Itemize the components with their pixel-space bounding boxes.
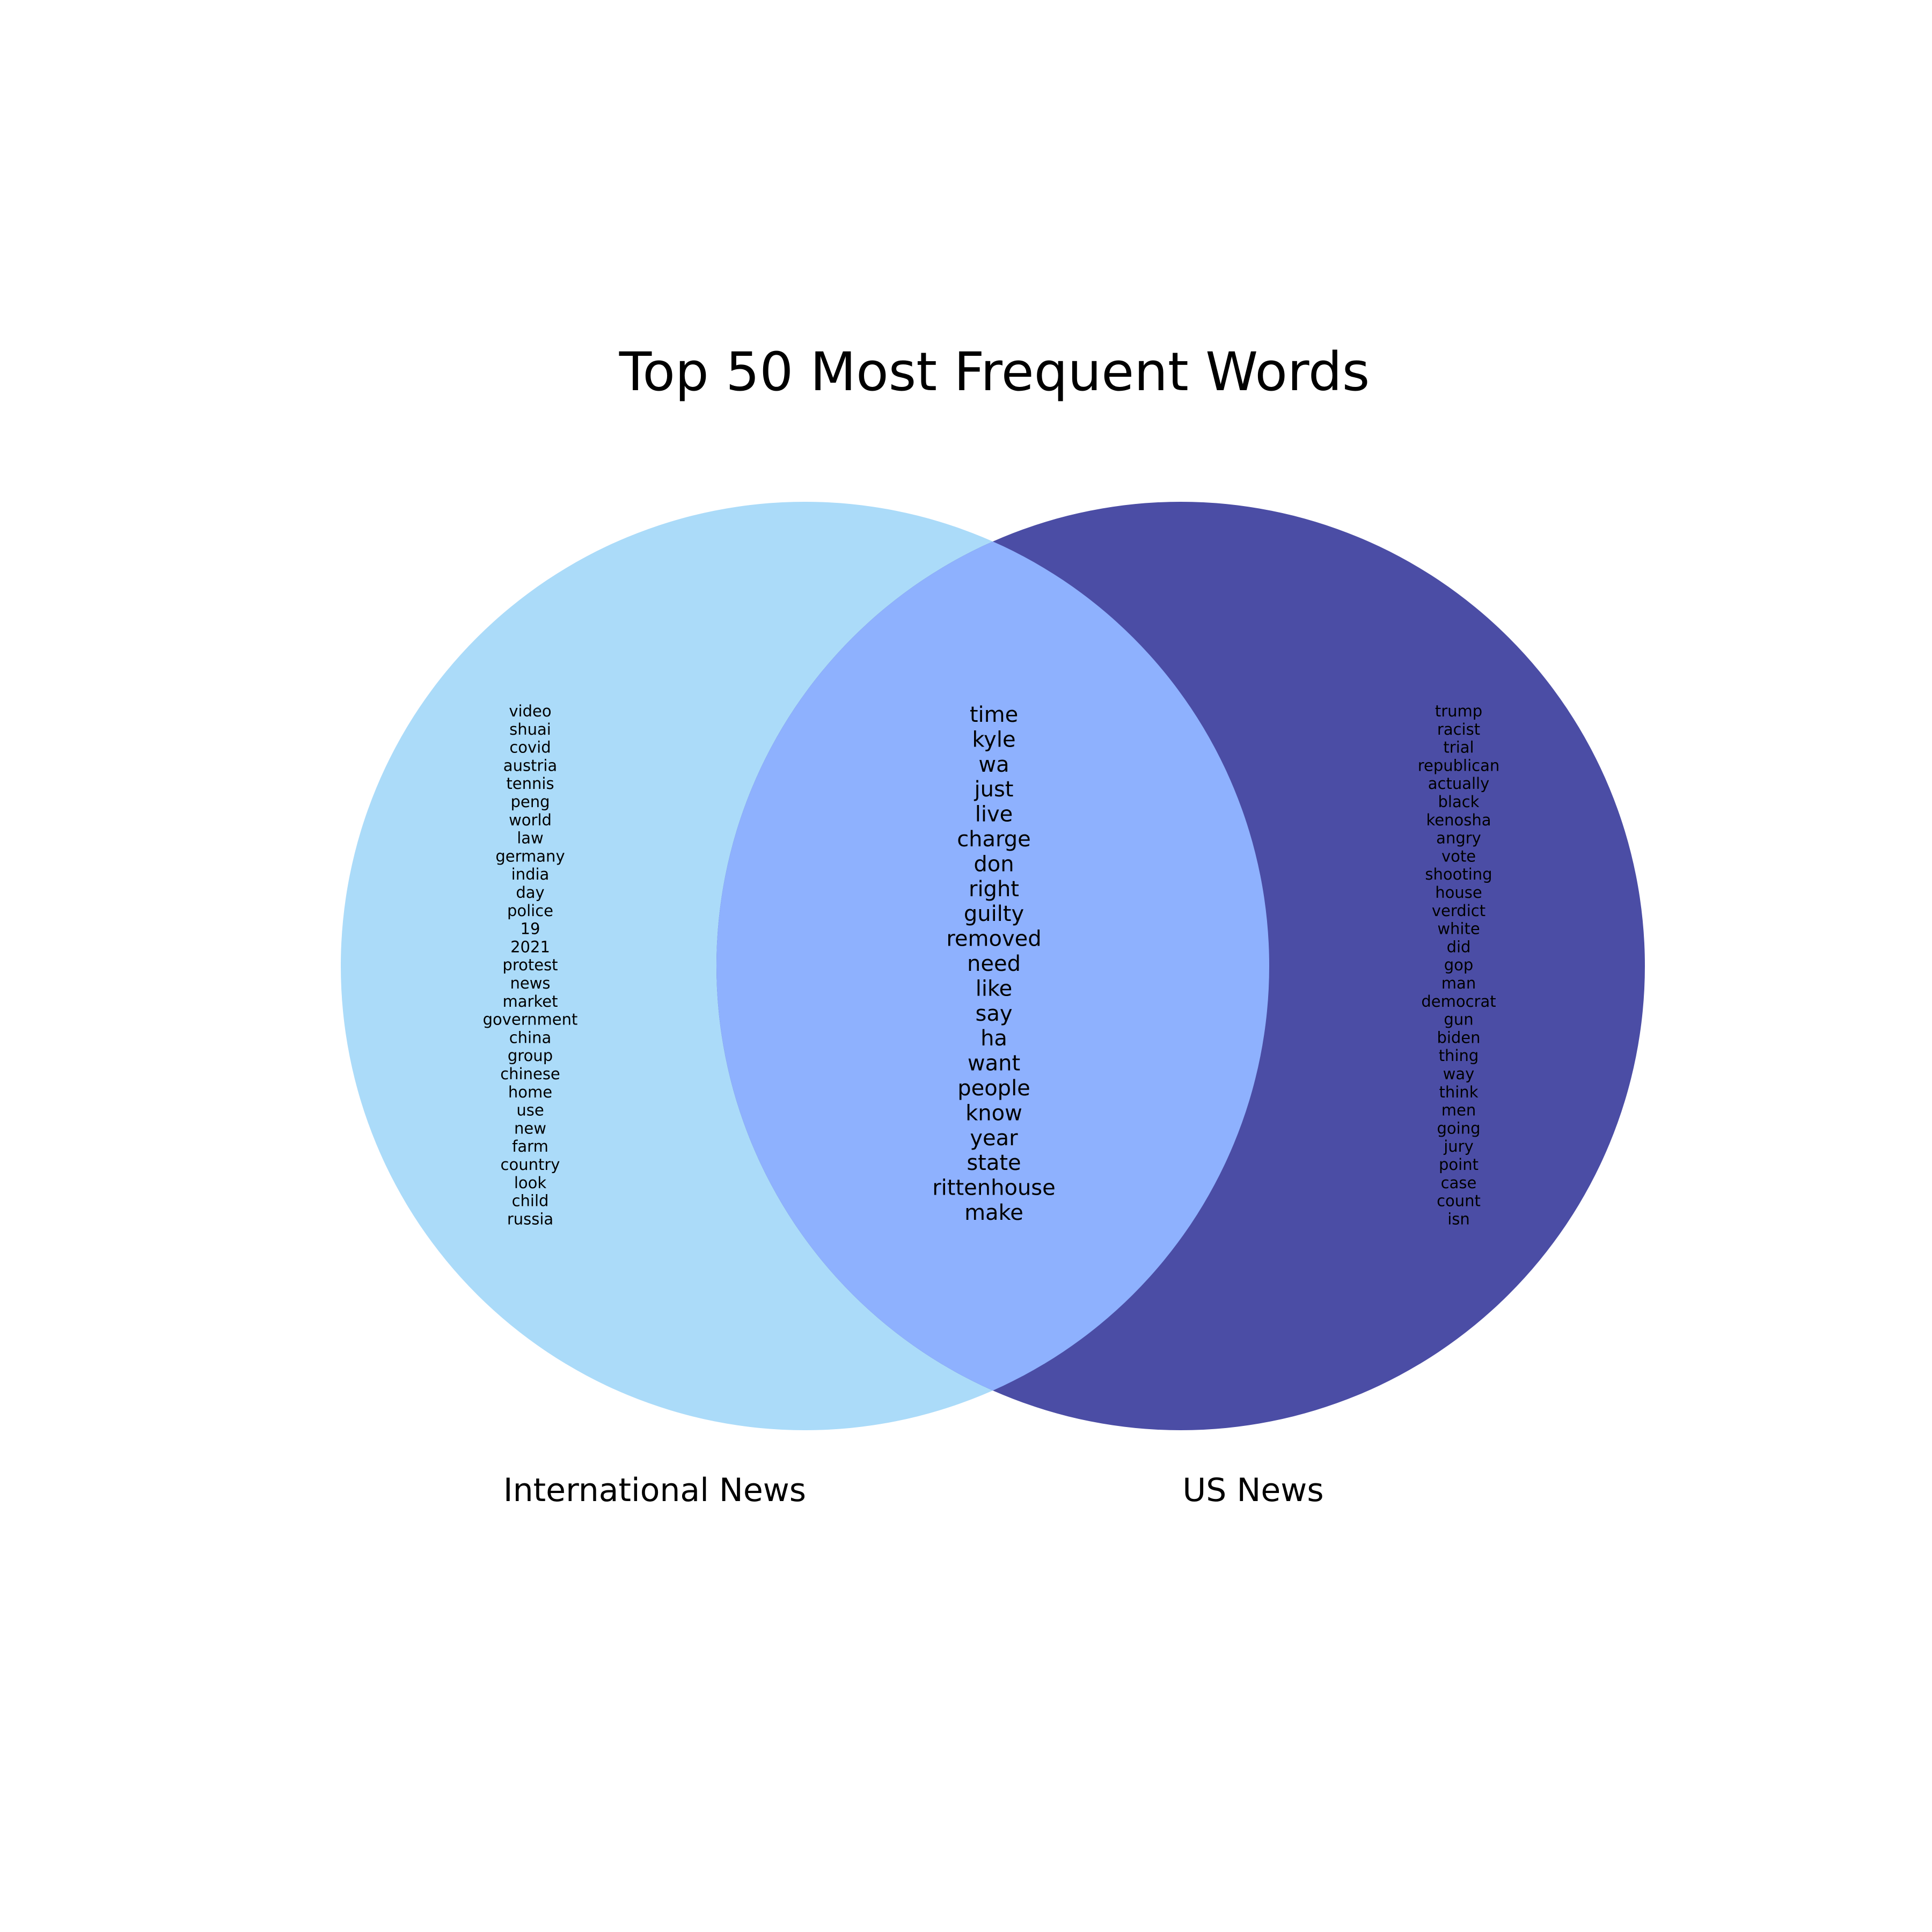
shared-word: people (957, 1076, 1030, 1101)
international-news-label: International News (503, 1472, 806, 1509)
us-word: isn (1447, 1210, 1470, 1228)
international-word: news (510, 974, 550, 992)
shared-word: just (974, 777, 1014, 802)
us-word: black (1438, 793, 1480, 811)
international-word: india (511, 865, 550, 883)
us-word: jury (1443, 1137, 1474, 1155)
international-word: 19 (521, 920, 540, 938)
international-word: country (501, 1155, 560, 1174)
international-word: covid (509, 738, 551, 757)
international-word: market (503, 992, 558, 1011)
us-word: point (1439, 1155, 1479, 1174)
us-word: actually (1428, 774, 1490, 793)
us-word: case (1441, 1174, 1477, 1192)
shared-word: make (964, 1201, 1023, 1225)
shared-word: year (970, 1126, 1018, 1151)
international-word: government (483, 1011, 578, 1029)
international-word: austria (503, 756, 557, 774)
shared-word: state (967, 1151, 1021, 1175)
shared-word: charge (957, 827, 1031, 852)
shared-word: rittenhouse (932, 1176, 1056, 1201)
us-word: trial (1443, 738, 1474, 757)
international-word: world (509, 811, 552, 829)
shared-word: removed (946, 927, 1041, 952)
shared-word: ha (980, 1026, 1007, 1051)
international-only-word-list: videoshuaicovidaustriatennispengworldlaw… (483, 702, 578, 1228)
us-word: shooting (1425, 865, 1492, 883)
shared-word-list: timekylewajustlivechargedonrightguiltyre… (932, 702, 1056, 1225)
us-word: vote (1441, 847, 1476, 865)
us-word: gun (1444, 1011, 1473, 1029)
us-word: way (1443, 1065, 1475, 1083)
us-word: republican (1418, 756, 1500, 774)
shared-word: don (974, 852, 1014, 876)
shared-word: say (975, 1001, 1012, 1026)
international-word: peng (510, 793, 550, 811)
shared-word: time (970, 702, 1018, 727)
international-word: new (514, 1119, 546, 1137)
international-word: use (516, 1101, 544, 1119)
us-word: white (1437, 920, 1480, 938)
shared-word: need (967, 952, 1021, 976)
international-word: protest (502, 956, 558, 974)
shared-word: like (976, 976, 1013, 1001)
international-word: law (517, 829, 544, 847)
us-word: men (1441, 1101, 1476, 1119)
us-word: think (1439, 1083, 1479, 1101)
international-word: home (508, 1083, 552, 1101)
international-word: tennis (506, 774, 554, 793)
international-word: russia (507, 1210, 553, 1228)
international-word: look (514, 1174, 547, 1192)
us-word: racist (1437, 720, 1480, 738)
us-word: trump (1435, 702, 1482, 720)
international-word: chinese (500, 1065, 560, 1083)
us-word: house (1435, 883, 1482, 902)
international-word: child (512, 1192, 549, 1210)
international-word: police (507, 902, 553, 920)
us-word: thing (1439, 1046, 1479, 1065)
overlap-region (716, 502, 1269, 1430)
shared-word: right (969, 877, 1019, 902)
shared-word: live (975, 802, 1013, 827)
international-word: germany (495, 847, 565, 865)
us-only-word-list: trumpracisttrialrepublicanactuallyblackk… (1418, 702, 1500, 1228)
us-word: count (1437, 1192, 1481, 1210)
international-word: group (508, 1046, 553, 1065)
us-word: verdict (1432, 902, 1485, 920)
international-word: day (516, 883, 544, 902)
us-word: kenosha (1426, 811, 1491, 829)
us-word: biden (1437, 1028, 1480, 1046)
shared-word: wa (978, 752, 1009, 777)
international-word: farm (512, 1137, 548, 1155)
us-word: going (1437, 1119, 1481, 1137)
shared-word: know (965, 1101, 1022, 1125)
chart-title: Top 50 Most Frequent Words (619, 341, 1370, 403)
us-word: man (1441, 974, 1476, 992)
us-news-label: US News (1182, 1472, 1323, 1509)
us-word: angry (1436, 829, 1481, 847)
us-word: democrat (1421, 992, 1496, 1011)
shared-word: kyle (972, 727, 1015, 752)
shared-word: guilty (964, 902, 1024, 926)
international-word: china (509, 1028, 552, 1046)
international-word: 2021 (510, 938, 550, 956)
us-word: did (1447, 938, 1471, 956)
us-word: gop (1444, 956, 1474, 974)
international-word: shuai (509, 720, 551, 738)
shared-word: want (968, 1051, 1020, 1076)
international-word: video (509, 702, 551, 720)
